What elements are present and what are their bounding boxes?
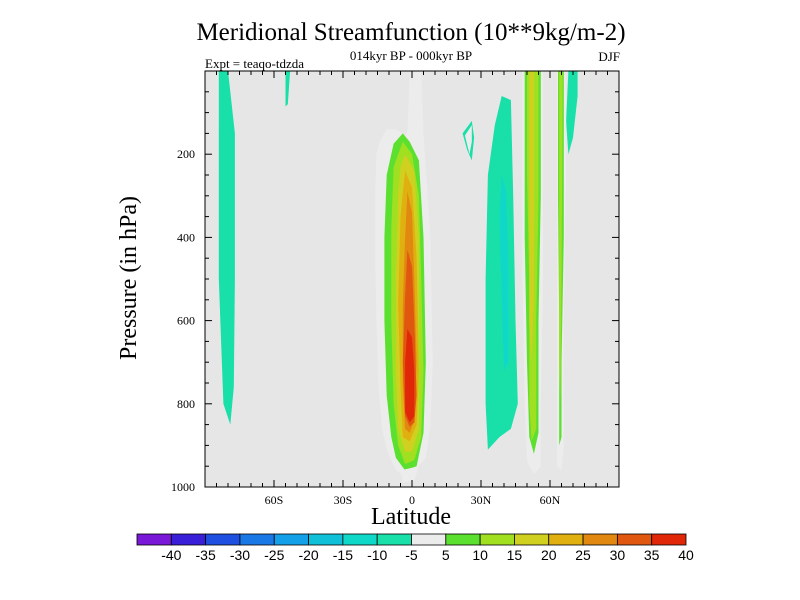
colorbar-box	[445, 533, 481, 546]
colorbar-box	[308, 533, 344, 546]
colorbar-box	[514, 533, 550, 546]
colorbar-label: -15	[333, 547, 353, 563]
colorbar-box	[651, 533, 687, 546]
x-tick-label: 30N	[471, 493, 492, 507]
colorbar-label: 40	[678, 547, 694, 563]
x-axis-label: Latitude	[371, 504, 451, 530]
x-axis-ticks: 60S 30S 0 30N 60N	[216, 71, 608, 507]
colorbar-box	[616, 533, 653, 546]
colorbar-label: -10	[367, 547, 387, 563]
colorbar-box	[170, 533, 207, 546]
plot-area: 60S 30S 0 30N 60N 200 400 600 800 1000	[171, 70, 620, 507]
colorbar-box	[239, 533, 275, 546]
colorbar-box	[479, 533, 515, 546]
colorbar-box	[582, 533, 618, 546]
colorbar-box	[548, 533, 584, 546]
experiment-annotation: Expt = teaqo-tdzda	[205, 56, 304, 71]
y-axis-label: Pressure (in hPa)	[116, 196, 142, 360]
x-tick-label: 0	[409, 493, 415, 507]
contour-sh-neg-sliver	[285, 71, 291, 107]
contour-nh-small-green	[464, 125, 472, 155]
colorbar-label: 5	[442, 547, 450, 563]
colorbar-box	[376, 533, 412, 546]
contour-nh-pos-band2-15	[559, 71, 563, 404]
colorbar-label: -20	[298, 547, 318, 563]
colorbar-box	[205, 533, 241, 546]
contour-nh-pos-band1-20	[529, 71, 534, 363]
contour-eq-cell-40	[405, 328, 415, 423]
colorbar-label: 25	[575, 547, 591, 563]
colorbar: -40 -35 -30 -25 -20 -15 -10 -5 5 10 15 20 25 30 35 40	[136, 533, 694, 563]
contour-eq-surface-cap	[400, 466, 419, 483]
colorbar-box	[273, 533, 309, 546]
y-tick-label: 800	[177, 397, 195, 411]
colorbar-box	[411, 533, 447, 546]
colorbar-label: 15	[507, 547, 523, 563]
y-tick-label: 600	[177, 314, 195, 328]
colorbar-label: 35	[644, 547, 660, 563]
y-axis-ticks: 200 400 600 800 1000	[171, 91, 619, 494]
colorbar-label: -25	[264, 547, 284, 563]
contour-fills	[218, 71, 578, 483]
colorbar-label: 10	[472, 547, 488, 563]
contour-nh-neg-upper	[566, 71, 578, 155]
chart-title: Meridional Streamfunction (10**9kg/m-2)	[196, 19, 625, 46]
colorbar-label: 30	[610, 547, 626, 563]
colorbar-label: -40	[161, 547, 181, 563]
y-tick-label: 1000	[171, 480, 195, 494]
colorbar-label: 20	[541, 547, 557, 563]
colorbar-label: -5	[405, 547, 418, 563]
colorbar-label: -30	[230, 547, 250, 563]
colorbar-box	[342, 533, 378, 546]
colorbar-box	[136, 533, 172, 546]
contour-nh-neg-band-core	[499, 175, 509, 371]
season-annotation: DJF	[598, 49, 620, 64]
x-tick-label: 60S	[265, 493, 284, 507]
contour-sh-neg-band	[218, 71, 235, 425]
x-tick-label: 30S	[334, 493, 353, 507]
y-tick-label: 400	[177, 230, 195, 244]
y-tick-label: 200	[177, 147, 195, 161]
x-tick-label: 60N	[540, 493, 561, 507]
colorbar-label: -35	[196, 547, 216, 563]
chart-subtitle: 014kyr BP - 000kyr BP	[350, 48, 472, 63]
